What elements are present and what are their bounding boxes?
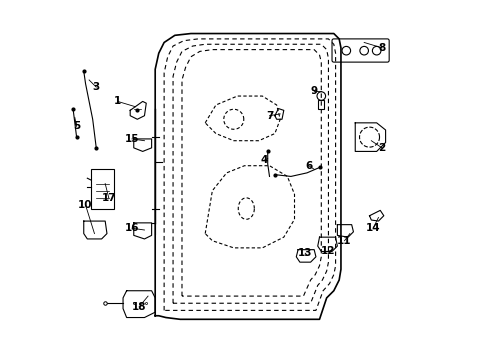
Text: 12: 12 [321, 247, 335, 256]
Text: 2: 2 [378, 143, 385, 153]
Text: 6: 6 [305, 161, 312, 171]
Text: 14: 14 [365, 223, 380, 233]
Text: 4: 4 [260, 156, 267, 165]
Text: 5: 5 [73, 121, 80, 131]
Text: 7: 7 [265, 111, 273, 121]
Text: 8: 8 [378, 43, 385, 53]
Text: 15: 15 [124, 134, 139, 144]
Text: 17: 17 [101, 193, 116, 203]
Text: 16: 16 [124, 223, 139, 233]
Text: 10: 10 [78, 200, 93, 210]
Text: 13: 13 [297, 248, 312, 258]
Bar [318, 100, 324, 109]
Text: 1: 1 [114, 96, 121, 107]
Text: 9: 9 [310, 86, 317, 96]
Text: 18: 18 [132, 302, 146, 312]
Text: 11: 11 [337, 236, 351, 246]
Text: 3: 3 [92, 82, 100, 92]
Bar [91, 169, 114, 208]
